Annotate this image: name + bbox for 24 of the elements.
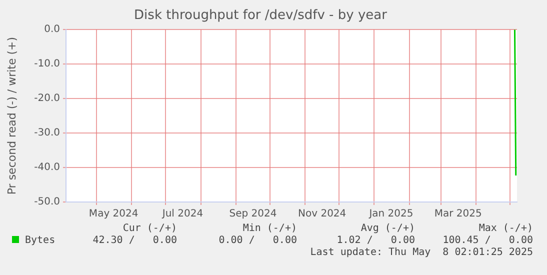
text: Min (-/+) <box>242 223 297 235</box>
text: Max (-/+) <box>478 223 533 235</box>
y-tick-label: -20.0 <box>34 93 60 104</box>
y-tick-label: -10.0 <box>34 58 60 70</box>
text: Avg (-/+) <box>360 223 415 235</box>
y-axis-title: Pr second read (-) / write (+) <box>5 36 18 195</box>
y-tick-label: -50.0 <box>34 196 60 208</box>
text: Last update: Thu May 8 02:01:25 2025 <box>309 247 533 259</box>
chart-title: Disk throughput for /dev/sdfv - by year <box>134 8 388 24</box>
x-tick-label: Nov 2024 <box>298 208 346 220</box>
y-tick-label: 0.0 <box>44 24 60 36</box>
x-tick-label: May 2024 <box>88 208 138 220</box>
x-tick-label: Jul 2024 <box>161 208 204 220</box>
y-tick-label: -40.0 <box>34 162 60 174</box>
text: 1.02 / 0.00 <box>336 235 415 247</box>
text: 100.45 / 0.00 <box>442 235 533 247</box>
x-tick-label: Jan 2025 <box>368 208 414 220</box>
text: 0.00 / 0.00 <box>218 235 297 247</box>
y-tick-label: -30.0 <box>34 128 60 139</box>
text: Cur (-/+) <box>122 223 177 235</box>
legend-label: Bytes <box>25 235 56 246</box>
x-tick-label: Mar 2025 <box>434 208 482 220</box>
text: 42.30 / 0.00 <box>92 235 177 247</box>
x-tick-label: Sep 2024 <box>229 208 277 220</box>
